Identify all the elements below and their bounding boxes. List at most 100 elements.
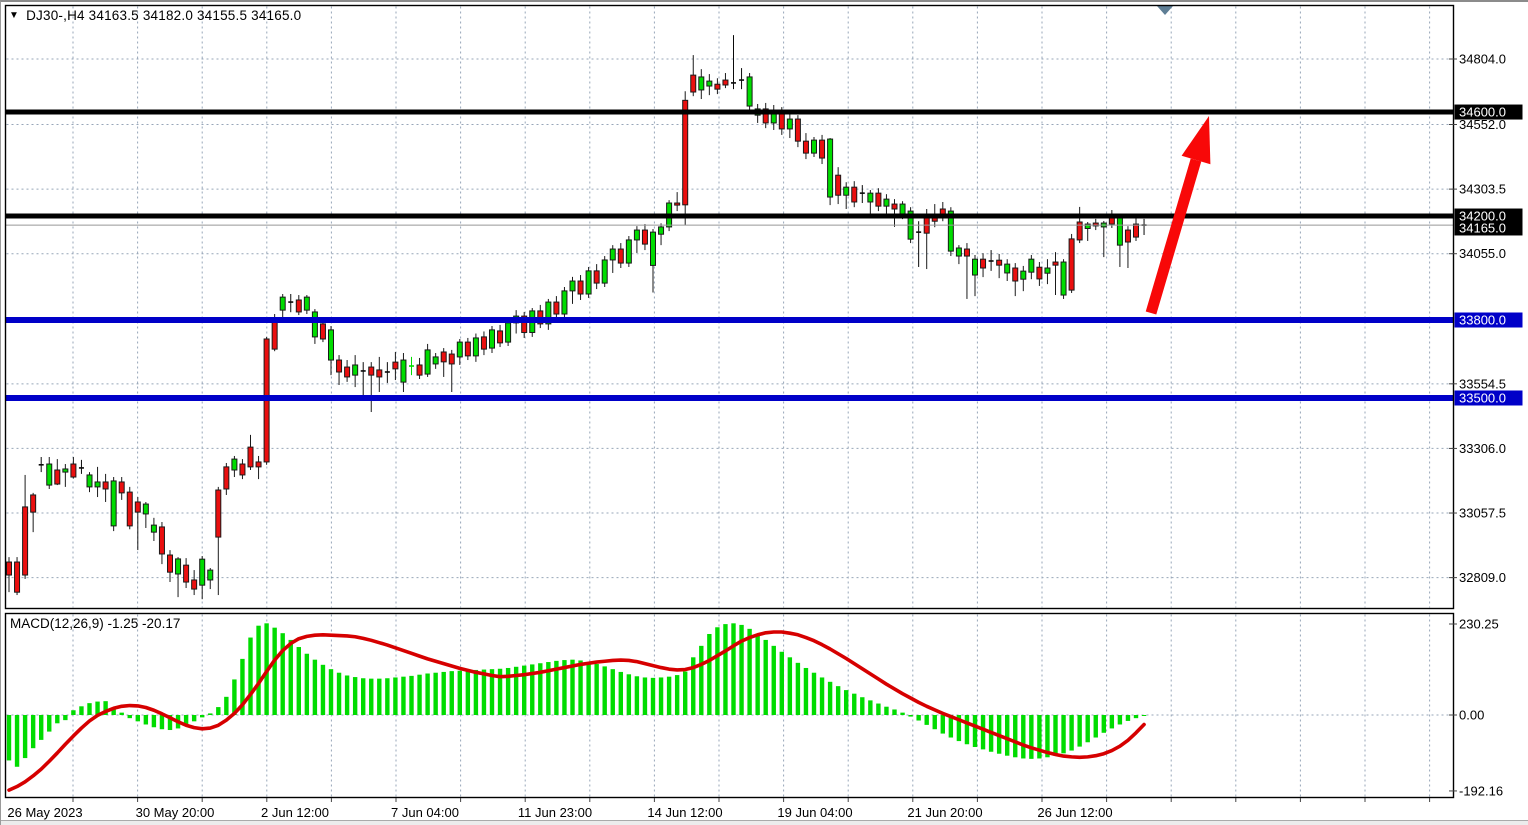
macd-bar — [570, 659, 575, 715]
symbol-ohlc-title: DJ30-,H4 34163.5 34182.0 34155.5 34165.0 — [26, 8, 302, 23]
macd-bar — [272, 627, 277, 715]
price-badge-text: 33500.0 — [1459, 390, 1506, 405]
candle-body — [521, 315, 528, 333]
candle-body — [835, 174, 842, 196]
macd-bar — [1109, 715, 1115, 729]
candle-body — [1124, 229, 1131, 243]
candle-body — [1004, 263, 1011, 274]
macd-bar — [940, 715, 945, 734]
price-badge-text: 34165.0 — [1459, 220, 1506, 235]
candle — [464, 337, 471, 361]
candle — [62, 464, 69, 487]
candle — [601, 256, 608, 287]
candle-body — [46, 463, 53, 486]
macd-axis[interactable]: 230.25 0.00 -192.16 — [1449, 617, 1503, 799]
candle-body — [175, 558, 182, 575]
candle-body — [328, 329, 334, 361]
candle — [746, 73, 753, 114]
candle — [175, 557, 182, 598]
candle — [553, 296, 560, 321]
candle — [440, 348, 447, 377]
time-axis-label: 7 Jun 04:00 — [391, 805, 459, 820]
candle-body — [231, 458, 238, 471]
price-badge-33800.0[interactable]: 33800.0 — [1454, 312, 1523, 328]
trend-arrow[interactable] — [1145, 116, 1211, 315]
macd-bar — [803, 667, 809, 715]
candle — [497, 324, 504, 348]
candle — [86, 472, 93, 493]
candle — [843, 182, 850, 209]
candle-body — [593, 270, 600, 284]
main-chart-frame — [4, 4, 1455, 610]
candle-body — [480, 336, 487, 350]
macd-bar — [1093, 715, 1098, 738]
arrow-shaft — [1145, 158, 1202, 315]
candle — [698, 69, 705, 100]
macd-bar — [634, 676, 640, 715]
candle — [336, 355, 343, 385]
candle-body — [883, 198, 890, 207]
macd-bar — [489, 669, 495, 715]
time-axis-label: 26 Jun 12:00 — [1037, 805, 1112, 820]
candle — [1020, 265, 1027, 292]
candle — [835, 167, 842, 205]
candle-body — [778, 111, 785, 130]
collapse-triangle-icon[interactable]: ▼ — [9, 9, 20, 21]
price-badge-bg — [1454, 220, 1523, 236]
candle-body — [22, 506, 29, 576]
price-badge-34165.0[interactable]: 34165.0 — [1454, 220, 1523, 236]
price-axis[interactable]: 34804.0 34552.0 34303.5 34055.0 33554.5 33306… — [1449, 52, 1523, 586]
price-badge-34200.0[interactable]: 34200.0 — [1454, 208, 1523, 224]
macd-bar — [602, 666, 607, 715]
macd-bar — [240, 658, 245, 715]
candle — [368, 362, 375, 413]
candle — [142, 501, 149, 528]
candle-body — [497, 330, 504, 344]
candle — [819, 134, 826, 165]
time-axis-label: 21 Jun 20:00 — [907, 805, 982, 820]
chart-shift-marker-icon[interactable] — [1157, 6, 1173, 15]
macd-bar — [900, 712, 905, 715]
macd-bar — [860, 697, 865, 715]
candle-body — [440, 351, 447, 363]
macd-bar — [344, 675, 350, 715]
macd-bar — [908, 715, 913, 717]
candle-body — [167, 554, 173, 573]
macd-histogram — [6, 623, 1147, 767]
time-axis-label: 30 May 20:00 — [136, 805, 215, 820]
time-axis[interactable]: 26 May 2023 30 May 20:00 2 Jun 12:00 7 Jun … — [7, 798, 1431, 820]
candle-body — [690, 74, 697, 93]
candle-body — [786, 118, 793, 130]
candle-body — [1092, 222, 1099, 227]
candle — [802, 133, 809, 160]
candle-body — [569, 280, 576, 292]
price-badge-33500.0[interactable]: 33500.0 — [1454, 390, 1523, 406]
macd-bar — [747, 628, 752, 715]
candle — [577, 275, 584, 300]
macd-bar — [183, 715, 189, 726]
macd-bar — [312, 659, 318, 715]
candle-body — [472, 337, 479, 357]
candle-body — [762, 108, 769, 124]
horizontal-gridlines — [6, 58, 1454, 579]
price-badge-34600.0[interactable]: 34600.0 — [1454, 104, 1523, 120]
price-axis-label: 32809.0 — [1459, 570, 1506, 585]
macd-bar — [956, 715, 962, 742]
candle — [118, 477, 125, 500]
candle-body — [295, 299, 302, 313]
macd-bar — [361, 678, 366, 715]
candle-body — [54, 469, 61, 485]
candle-body — [279, 296, 286, 311]
candle — [215, 486, 222, 596]
candle — [972, 255, 978, 297]
macd-bar — [288, 639, 293, 715]
macd-bar — [497, 668, 503, 715]
macd-bar — [200, 715, 205, 718]
price-axis-label: 34552.0 — [1459, 117, 1506, 132]
candle-body — [191, 579, 198, 590]
macd-bar — [578, 660, 583, 715]
candle-body — [1068, 238, 1075, 291]
macd-bar — [972, 715, 978, 748]
macd-bar — [135, 715, 140, 722]
